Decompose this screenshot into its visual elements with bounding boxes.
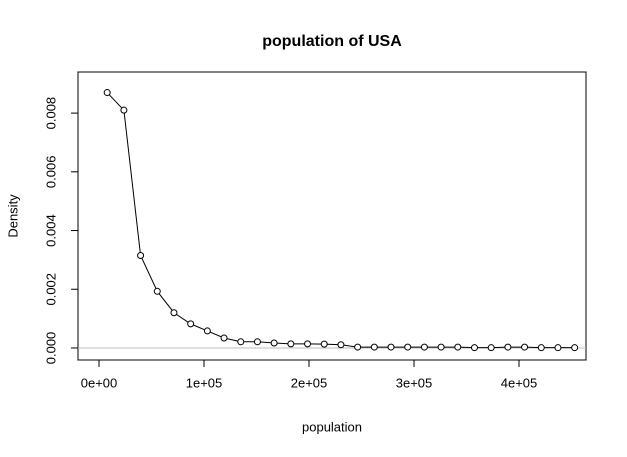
point (487, 344, 495, 352)
point (287, 340, 295, 348)
point (170, 309, 178, 317)
y-tick-label: 0.004 (43, 214, 58, 247)
chart-title: population of USA (262, 33, 402, 50)
point (537, 344, 545, 352)
point (270, 339, 278, 347)
line (106, 92, 575, 349)
x-axis-label: population (302, 419, 362, 434)
point (103, 89, 111, 97)
x-tick-label: 3e+05 (396, 375, 433, 390)
y-tick-label: 0.006 (43, 156, 58, 189)
point (220, 334, 228, 342)
point (237, 338, 245, 346)
point (454, 343, 462, 351)
y-axis-label: Density (5, 194, 20, 238)
point (521, 343, 529, 351)
point (137, 251, 145, 259)
x-tick-label: 4e+05 (501, 375, 538, 390)
point (320, 340, 328, 348)
point (253, 338, 261, 346)
point (437, 343, 445, 351)
point (203, 327, 211, 335)
point (304, 340, 312, 348)
x-tick-label: 1e+05 (186, 375, 223, 390)
point (354, 343, 362, 351)
point (370, 343, 378, 351)
point (504, 343, 512, 351)
y-tick-label: 0.008 (43, 97, 58, 130)
point (404, 343, 412, 351)
point (420, 343, 428, 351)
point (187, 320, 195, 328)
point (387, 343, 395, 351)
plot-box (77, 71, 587, 361)
point (337, 341, 345, 349)
point (120, 106, 128, 114)
y-tick-label: 0.000 (43, 332, 58, 365)
point (554, 344, 562, 352)
x-tick-label: 0e+00 (81, 375, 118, 390)
point (470, 344, 478, 352)
point (571, 344, 579, 352)
y-tick-label: 0.002 (43, 273, 58, 306)
x-tick-label: 2e+05 (291, 375, 328, 390)
point (153, 287, 161, 295)
